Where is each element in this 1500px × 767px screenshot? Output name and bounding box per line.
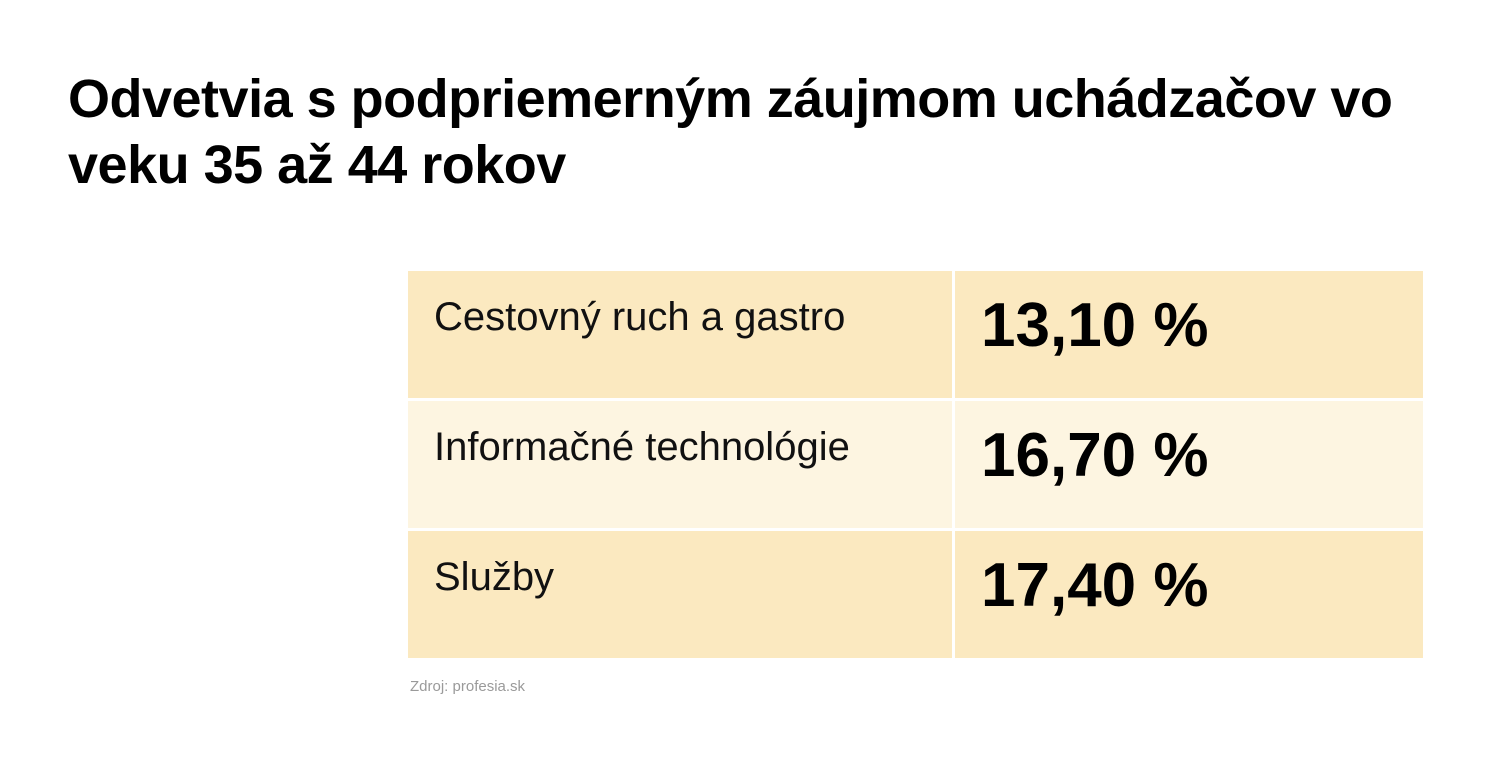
chart-title: Odvetvia s podpriemerným záujmom uchádza… bbox=[68, 69, 1393, 195]
data-table: Cestovný ruch a gastro 13,10 % Informačné … bbox=[408, 271, 1423, 658]
row-label: Informačné technológie bbox=[408, 401, 952, 528]
table-row: Služby 17,40 % bbox=[408, 531, 1423, 658]
row-value: 13,10 % bbox=[955, 271, 1423, 398]
row-label: Služby bbox=[408, 531, 952, 658]
row-label: Cestovný ruch a gastro bbox=[408, 271, 952, 398]
table-row: Informačné technológie 16,70 % bbox=[408, 401, 1423, 528]
row-value: 17,40 % bbox=[955, 531, 1423, 658]
source-note: Zdroj: profesia.sk bbox=[410, 678, 526, 695]
table-row: Cestovný ruch a gastro 13,10 % bbox=[408, 271, 1423, 398]
row-value: 16,70 % bbox=[955, 401, 1423, 528]
